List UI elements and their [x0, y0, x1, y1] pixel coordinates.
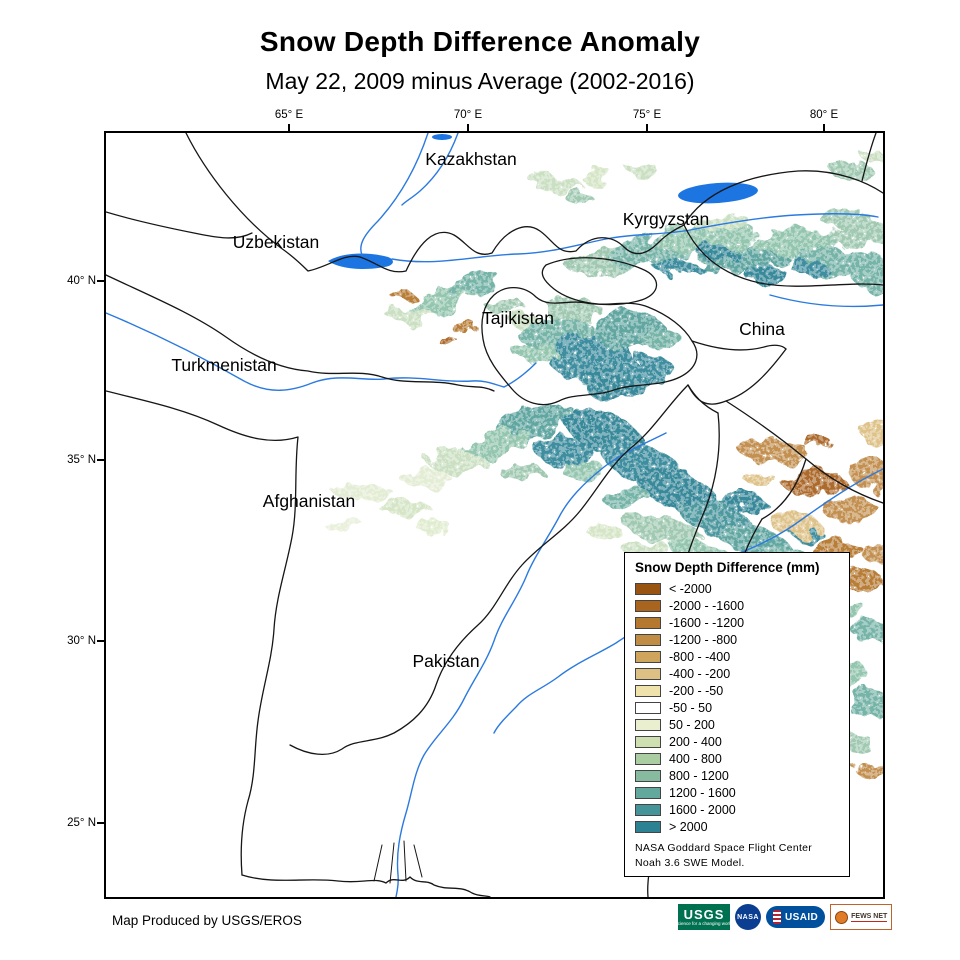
legend-note-line2: Noah 3.6 SWE Model. — [635, 856, 745, 869]
legend-swatch — [635, 667, 661, 680]
legend-class-label: -1200 - -800 — [669, 632, 738, 647]
legend-row: 1600 - 2000 — [635, 801, 841, 818]
usgs-logo-tagline: science for a changing world — [675, 920, 733, 926]
x-tick-mark — [823, 124, 825, 131]
legend-row: -1200 - -800 — [635, 631, 841, 648]
y-tick-label: 40° N — [67, 275, 96, 287]
fewsnet-logo: FEWS NET — [830, 904, 893, 930]
y-tick-mark — [97, 640, 104, 642]
label-kazakhstan: Kazakhstan — [425, 149, 516, 169]
usaid-flag-icon — [773, 910, 781, 924]
legend-row: -1600 - -1200 — [635, 614, 841, 631]
legend-class-label: -400 - -200 — [669, 666, 731, 681]
y-tick-mark — [97, 822, 104, 824]
nasa-logo-text: NASA — [737, 913, 759, 921]
legend-swatch — [635, 820, 661, 833]
x-tick-mark — [288, 124, 290, 131]
y-tick-label: 25° N — [67, 817, 96, 829]
legend-class-label: 400 - 800 — [669, 751, 722, 766]
x-tick-label: 75° E — [632, 109, 662, 121]
legend-note-line1: NASA Goddard Space Flight Center — [635, 842, 813, 854]
legend-swatch — [635, 735, 661, 748]
x-tick-label: 65° E — [274, 109, 304, 121]
legend-swatch — [635, 752, 661, 765]
usaid-logo: USAID — [766, 906, 826, 928]
label-pakistan: Pakistan — [412, 651, 479, 671]
usaid-logo-text: USAID — [785, 911, 819, 923]
x-tick-mark — [646, 124, 648, 131]
legend-row: 400 - 800 — [635, 750, 841, 767]
legend-row: < -2000 — [635, 580, 841, 597]
legend-class-label: 800 - 1200 — [669, 768, 729, 783]
legend-row: 50 - 200 — [635, 716, 841, 733]
legend-class-label: > 2000 — [669, 819, 708, 834]
legend-class-label: 1600 - 2000 — [669, 802, 736, 817]
label-afghanistan: Afghanistan — [263, 491, 355, 511]
legend-swatch — [635, 650, 661, 663]
legend-swatch — [635, 616, 661, 629]
x-tick-mark — [467, 124, 469, 131]
legend-row: -400 - -200 — [635, 665, 841, 682]
legend-class-label: -50 - 50 — [669, 700, 713, 715]
usgs-logo: USGS science for a changing world — [675, 904, 733, 930]
legend-row: -200 - -50 — [635, 682, 841, 699]
legend-swatch — [635, 599, 661, 612]
legend-note: NASA Goddard Space Flight Center Noah 3.… — [635, 841, 841, 870]
legend-row: 1200 - 1600 — [635, 784, 841, 801]
fewsnet-globe-icon — [835, 910, 849, 924]
y-tick-label: 35° N — [67, 454, 96, 466]
legend-row: 200 - 400 — [635, 733, 841, 750]
legend-swatch — [635, 786, 661, 799]
y-tick-label: 30° N — [67, 635, 96, 647]
legend-row: -2000 - -1600 — [635, 597, 841, 614]
label-turkmenistan: Turkmenistan — [171, 355, 276, 375]
legend-class-label: 200 - 400 — [669, 734, 722, 749]
legend-rows: < -2000 -2000 - -1600 -1600 - -1200 -1200 -… — [635, 580, 841, 835]
legend: Snow Depth Difference (mm) < -2000 -2000 … — [624, 552, 850, 878]
map-frame: 65° E 70° E 75° E 80° E 40° N 35° N 30° … — [67, 109, 885, 899]
legend-swatch — [635, 684, 661, 697]
fewsnet-logo-text: FEWS NET — [851, 912, 888, 922]
map-credit: Map Produced by USGS/EROS — [112, 913, 302, 928]
x-tick-label: 80° E — [809, 109, 839, 121]
legend-swatch — [635, 633, 661, 646]
map-title: Snow Depth Difference Anomaly — [259, 26, 701, 57]
label-china: China — [739, 319, 785, 339]
legend-class-label: -1600 - -1200 — [669, 615, 745, 630]
y-tick-mark — [97, 280, 104, 282]
legend-row: -50 - 50 — [635, 699, 841, 716]
label-uzbekistan: Uzbekistan — [233, 232, 320, 252]
legend-swatch — [635, 769, 661, 782]
legend-class-label: -800 - -400 — [669, 649, 731, 664]
legend-class-label: -200 - -50 — [669, 683, 724, 698]
y-tick-mark — [97, 459, 104, 461]
x-tick-label: 70° E — [453, 109, 483, 121]
nasa-logo: NASA — [735, 904, 761, 930]
label-kyrgyzstan: Kyrgyzstan — [623, 209, 710, 229]
legend-swatch — [635, 582, 661, 595]
country-labels: Kazakhstan Uzbekistan Kyrgyzstan Turkmen… — [171, 149, 785, 671]
legend-row: 800 - 1200 — [635, 767, 841, 784]
legend-class-label: -2000 - -1600 — [669, 598, 745, 613]
logo-row: USGS science for a changing world NASA U… — [675, 903, 893, 931]
legend-swatch — [635, 701, 661, 714]
legend-class-label: < -2000 — [669, 581, 712, 596]
legend-row: > 2000 — [635, 818, 841, 835]
legend-swatch — [635, 803, 661, 816]
lake-aydarkul — [328, 253, 393, 269]
legend-row: -800 - -400 — [635, 648, 841, 665]
legend-class-label: 1200 - 1600 — [669, 785, 736, 800]
lake-small — [432, 134, 452, 140]
legend-title: Snow Depth Difference (mm) — [635, 560, 820, 575]
legend-class-label: 50 - 200 — [669, 717, 715, 732]
legend-swatch — [635, 718, 661, 731]
label-tajikistan: Tajikistan — [482, 308, 554, 328]
map-subtitle: May 22, 2009 minus Average (2002-2016) — [265, 68, 695, 94]
usgs-logo-text: USGS — [683, 906, 725, 922]
